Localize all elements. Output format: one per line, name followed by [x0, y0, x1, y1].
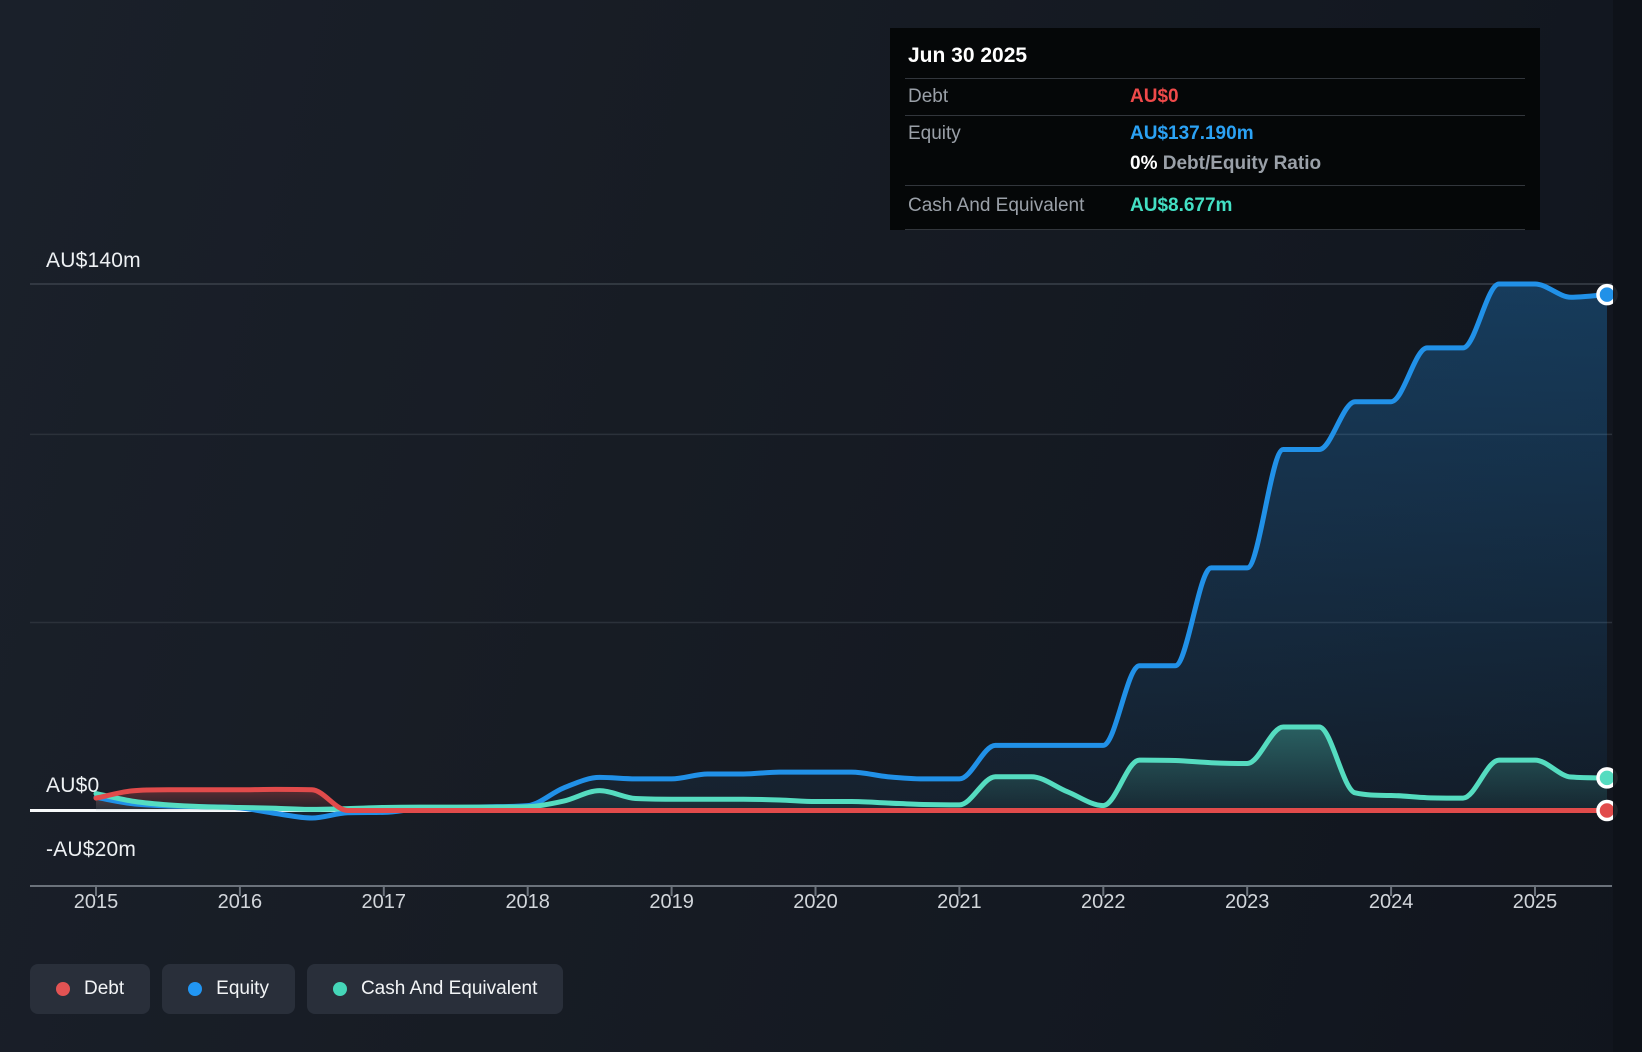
x-axis-label-2022: 2022 [1081, 891, 1126, 913]
tooltip-debt-value: AU$0 [1130, 86, 1179, 107]
y-axis-label-neg20m: -AU$20m [46, 838, 137, 861]
legend-item-cash-label: Cash And Equivalent [360, 978, 538, 999]
legend-item-cash[interactable]: Cash And Equivalent [306, 964, 564, 1014]
x-axis-label-2016: 2016 [217, 891, 263, 913]
tooltip-equity-label: Equity [908, 123, 961, 144]
x-axis-label-2015: 2015 [73, 891, 119, 913]
y-axis-label-140m: AU$140m [46, 249, 141, 272]
right-edge-mask [1613, 0, 1642, 1052]
legend-item-equity-label: Equity [216, 978, 269, 999]
y-axis-label-0: AU$0 [46, 774, 100, 797]
x-axis-label-2023: 2023 [1224, 891, 1270, 913]
cash-legend-dot-icon [332, 982, 347, 996]
tooltip-row-debt: Debt AU$0 [890, 79, 1540, 115]
x-axis-label-2025: 2025 [1512, 891, 1558, 913]
x-axis-label-2024: 2024 [1368, 891, 1414, 913]
tooltip-debt-equity-ratio: 0% Debt/Equity Ratio [890, 152, 1540, 185]
chart-tooltip: Jun 30 2025 Debt AU$0 Equity AU$137.190m… [890, 28, 1540, 230]
legend-item-debt-label: Debt [84, 978, 125, 999]
chart-legend: Debt Equity Cash And Equivalent [30, 964, 564, 1014]
tooltip-cash-label: Cash And Equivalent [908, 195, 1085, 216]
equity-legend-dot-icon [188, 982, 203, 996]
cash-and-equivalent-area [96, 727, 1607, 811]
x-axis-label-2020: 2020 [793, 891, 838, 913]
legend-item-equity[interactable]: Equity [162, 964, 295, 1014]
tooltip-row-equity: Equity AU$137.190m [890, 116, 1540, 152]
x-axis-label-2021: 2021 [937, 891, 982, 913]
tooltip-row-cash: Cash And Equivalent AU$8.677m [890, 186, 1540, 229]
x-axis-label-2017: 2017 [361, 891, 407, 913]
tooltip-divider [905, 78, 1525, 79]
ratio-caption: Debt/Equity Ratio [1162, 153, 1322, 174]
tooltip-cash-value: AU$8.677m [1130, 195, 1233, 216]
x-axis-label-2018: 2018 [505, 891, 550, 913]
tooltip-date: Jun 30 2025 [908, 44, 1028, 67]
debt-line [93, 786, 1610, 813]
tooltip-divider [905, 185, 1525, 186]
tooltip-divider [905, 115, 1525, 116]
tooltip-equity-value: AU$137.190m [1130, 123, 1254, 144]
tooltip-divider [905, 229, 1525, 230]
x-axis-label-2019: 2019 [649, 891, 694, 913]
tooltip-debt-label: Debt [908, 86, 949, 107]
debt-legend-dot-icon [56, 982, 70, 996]
equity-area [96, 284, 1607, 818]
ratio-percent: 0% [1130, 153, 1158, 174]
legend-item-debt[interactable]: Debt [30, 964, 151, 1014]
